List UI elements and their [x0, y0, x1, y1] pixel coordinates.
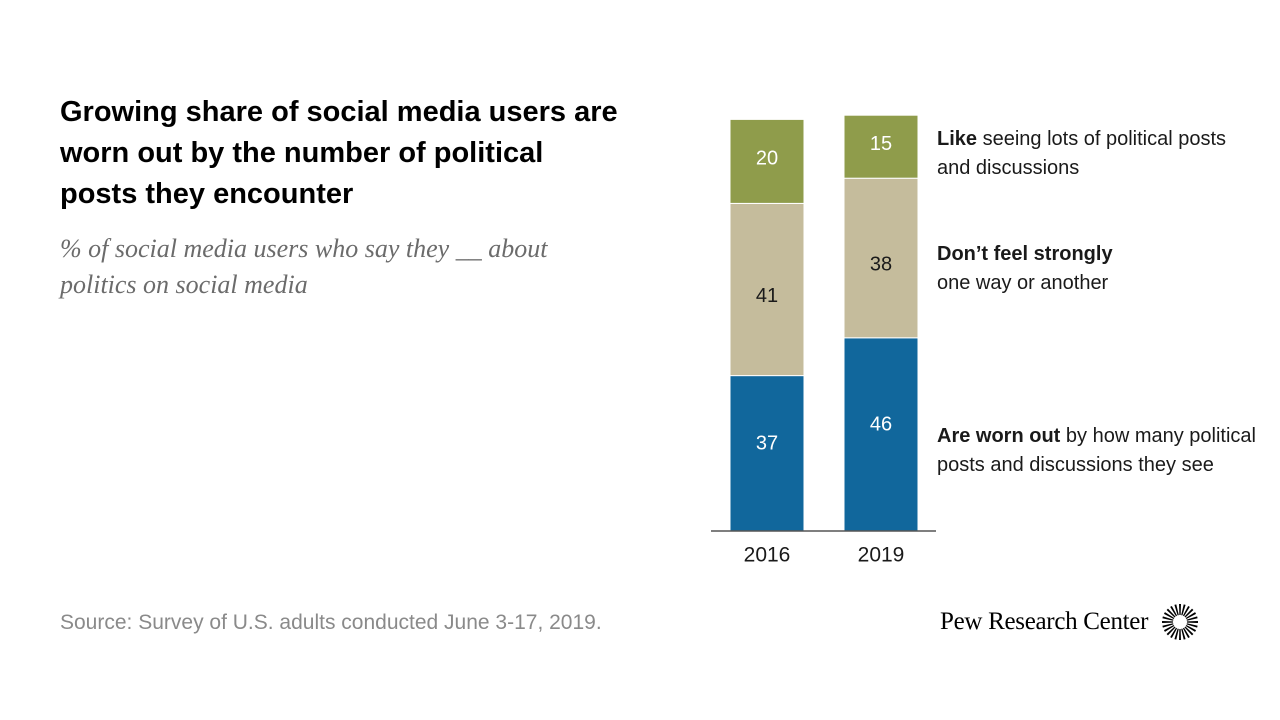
legend-neutral: Don’t feel strongly one way or another	[937, 240, 1257, 298]
bars-group: 37 41 20 46 38 15	[729, 114, 919, 532]
sunburst-ray	[1186, 616, 1198, 621]
chart-subtitle: % of social media users who say they __ …	[60, 234, 548, 299]
sunburst-ray	[1179, 628, 1182, 640]
x-axis-tick-labels: 2016 2019	[744, 544, 905, 567]
sunburst-ray	[1170, 605, 1178, 617]
sunburst-ray	[1184, 626, 1194, 636]
data-label-2019-series-2: 15	[870, 133, 892, 155]
legend-like-text: seeing lots of political posts and discu…	[937, 128, 1227, 179]
legend-worn-out-text: by how many political posts and discussi…	[937, 425, 1256, 476]
sunburst-ray	[1187, 621, 1199, 623]
legend-like-bold: Like	[937, 128, 978, 150]
sunburst-ray	[1185, 612, 1197, 620]
bar-2016-series-0	[729, 375, 805, 532]
x-tick-label-2019: 2019	[858, 544, 905, 567]
bar-2019-series-1	[843, 177, 919, 339]
sunburst-ray	[1162, 616, 1174, 621]
data-label-2019-series-0: 46	[870, 414, 892, 436]
sunburst-ray	[1164, 612, 1175, 620]
sunburst-ray	[1174, 604, 1179, 616]
sunburst-ray	[1170, 627, 1178, 639]
sunburst-ray	[1186, 623, 1198, 628]
sunburst-ray	[1162, 623, 1174, 628]
source-note: Source: Survey of U.S. adults conducted …	[60, 611, 602, 634]
legend-neutral-bold: Don’t feel strongly	[937, 243, 1113, 265]
sunburst-ray	[1174, 628, 1179, 640]
sunburst-ray	[1179, 604, 1182, 616]
legend-worn-out-bold: Are worn out	[937, 425, 1061, 447]
sunburst-ray	[1183, 627, 1190, 639]
bar-2016-series-1	[729, 202, 805, 377]
sunburst-ray	[1164, 624, 1175, 632]
legend-neutral-text: one way or another	[937, 272, 1109, 294]
legend-worn-out: Are worn out by how many political posts…	[937, 422, 1257, 480]
pew-sunburst-icon	[1162, 604, 1199, 640]
sunburst-ray	[1162, 621, 1174, 623]
data-label-2019-series-1: 38	[870, 253, 892, 275]
chart-title: Growing share of social media users are …	[60, 96, 618, 210]
sunburst-ray	[1183, 605, 1190, 617]
sunburst-ray	[1184, 608, 1194, 618]
bar-2019-series-2	[843, 114, 919, 179]
bar-2019-series-0	[843, 337, 919, 532]
data-label-2016-series-2: 20	[756, 148, 778, 170]
x-tick-label-2016: 2016	[744, 544, 791, 567]
sunburst-ray	[1166, 608, 1176, 618]
logo-text: Pew Research Center	[940, 608, 1149, 635]
bar-2016-series-2	[729, 118, 805, 204]
sunburst-ray	[1181, 628, 1186, 640]
sunburst-ray	[1185, 624, 1197, 632]
sunburst-ray	[1181, 604, 1186, 616]
legend-like: Like seeing lots of political posts and …	[937, 125, 1257, 183]
data-label-2016-series-1: 41	[756, 285, 778, 307]
sunburst-ray	[1166, 626, 1176, 636]
pew-logo: Pew Research Center	[940, 602, 1200, 642]
data-label-2016-series-0: 37	[756, 433, 778, 455]
